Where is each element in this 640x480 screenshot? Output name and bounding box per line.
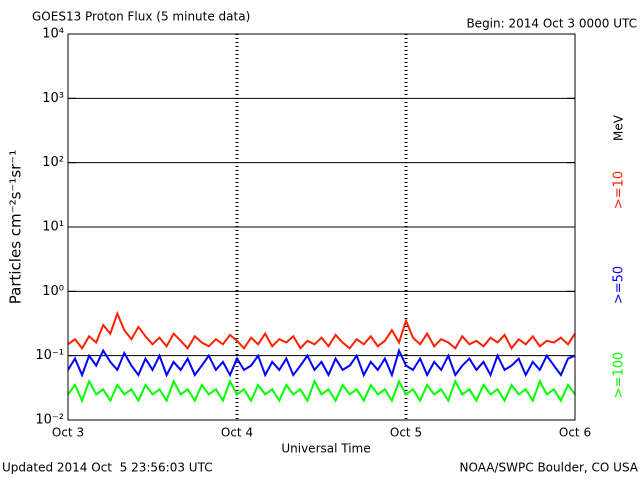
y-tick-label: 10³ xyxy=(42,91,64,106)
legend-unit: MeV xyxy=(612,114,626,141)
y-tick-label: 10⁴ xyxy=(42,27,64,42)
x-tick-label: Oct 3 xyxy=(52,426,84,440)
chart-title: GOES13 Proton Flux (5 minute data) xyxy=(32,10,250,24)
series-line xyxy=(67,310,576,351)
x-tick-label: Oct 6 xyxy=(559,426,591,440)
footer-right: NOAA/SWPC Boulder, CO USA xyxy=(460,461,639,475)
x-tick-label: Oct 5 xyxy=(390,426,422,440)
plot-frame xyxy=(67,33,576,421)
x-tick-label: Oct 4 xyxy=(221,426,253,440)
y-axis-label: Particles cm⁻²s⁻¹sr⁻¹ xyxy=(7,150,25,304)
y-tick-label: 10² xyxy=(42,155,64,170)
y-tick-label: 10⁰ xyxy=(42,284,64,299)
series-line xyxy=(67,378,576,404)
footer-left: Updated 2014 Oct 5 23:56:03 UTC xyxy=(2,461,213,475)
y-tick-label: 10⁻¹ xyxy=(35,348,64,363)
legend-entry: >=10 xyxy=(612,171,627,209)
series-line xyxy=(67,347,576,378)
x-axis-label: Universal Time xyxy=(281,442,370,456)
chart-subtitle: Begin: 2014 Oct 3 0000 UTC xyxy=(466,17,637,31)
y-tick-label: 10⁻² xyxy=(35,413,64,428)
legend-entry: >=50 xyxy=(612,266,627,304)
y-tick-label: 10¹ xyxy=(42,220,64,235)
legend-entry: >=100 xyxy=(612,352,627,399)
